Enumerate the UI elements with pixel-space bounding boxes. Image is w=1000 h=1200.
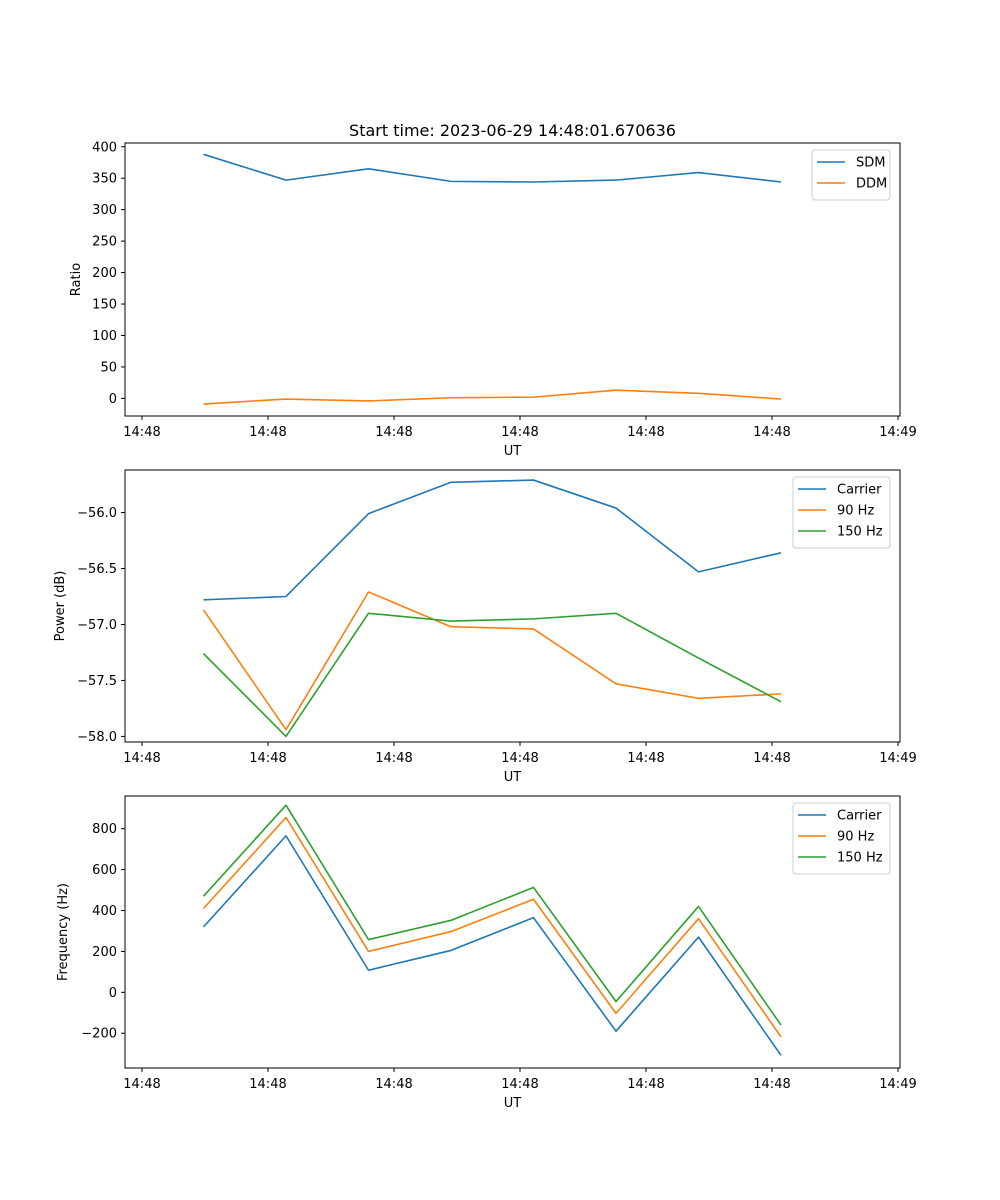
power-x-tick-label: 14:48 (375, 751, 412, 766)
power-x-tick-label: 14:48 (123, 751, 160, 766)
frequency-panel: 14:48 14:48 14:48 14:48 14:48 14:48 14:49 −200 0… (56, 795, 917, 1111)
frequency-y-axis-label: Frequency (Hz) (56, 883, 71, 981)
frequency-y-tick-label: 600 (92, 863, 117, 878)
power-x-axis-label: UT (504, 770, 522, 785)
frequency-x-tick-label: 14:48 (627, 1077, 664, 1092)
frequency-y-tick-label: 400 (92, 904, 117, 919)
frequency-y-tick-label: −200 (81, 1027, 117, 1042)
power-x-tick-label: 14:48 (501, 751, 538, 766)
ratio-series-line-sdm (203, 153, 782, 183)
ratio-panel: 14:48 14:48 14:48 14:48 14:48 14:48 14:49 0 50 10… (69, 140, 917, 459)
power-panel: 14:48 14:48 14:48 14:48 14:48 14:48 14:49 −58.0… (53, 469, 917, 785)
power-legend-label: Carrier (837, 483, 882, 498)
power-y-tick-label: −58.0 (77, 730, 117, 745)
power-y-tick-label: −57.0 (77, 618, 117, 633)
power-series-line-150-hz (202, 612, 782, 738)
frequency-x-tick-label: 14:48 (501, 1077, 538, 1092)
frequency-series-line-90-hz (202, 816, 782, 1038)
power-x-tick-label: 14:48 (753, 751, 790, 766)
ratio-y-axis-label: Ratio (69, 263, 84, 296)
frequency-legend-label: 90 Hz (837, 830, 874, 845)
frequency-legend: Carrier 90 Hz 150 Hz (792, 802, 891, 875)
frequency-y-tick-label: 200 (92, 945, 117, 960)
power-series-line-carrier (203, 479, 782, 601)
power-y-tick-label: −57.5 (77, 674, 117, 689)
frequency-x-tick-label: 14:49 (879, 1077, 916, 1092)
ratio-x-axis-label: UT (504, 444, 522, 459)
power-y-tick-label: −56.5 (77, 562, 117, 577)
power-axes-frame (124, 469, 901, 743)
ratio-legend: SDM DDM (811, 149, 891, 201)
ratio-axes-frame (124, 142, 901, 417)
power-x-tick-label: 14:48 (627, 751, 664, 766)
frequency-x-tick-label: 14:48 (249, 1077, 286, 1092)
ratio-x-tick-label: 14:48 (249, 425, 286, 440)
ratio-y-tick-label: 300 (92, 203, 117, 218)
ratio-y-tick-label: 50 (100, 360, 117, 375)
frequency-x-tick-label: 14:48 (375, 1077, 412, 1092)
frequency-legend-label: 150 Hz (837, 851, 883, 866)
power-y-tick-label: −56.0 (77, 506, 117, 521)
power-legend-label: 90 Hz (837, 504, 874, 519)
ratio-series-line-ddm (203, 389, 782, 405)
frequency-x-axis-label: UT (504, 1096, 522, 1111)
ratio-y-tick-label: 200 (92, 266, 117, 281)
ratio-y-tick-label: 100 (92, 329, 117, 344)
frequency-legend-label: Carrier (837, 809, 882, 824)
frequency-y-tick-label: 0 (109, 986, 117, 1001)
frequency-series-line-carrier (202, 835, 782, 1056)
ratio-legend-label: SDM (856, 156, 885, 171)
power-x-tick-label: 14:48 (249, 751, 286, 766)
power-legend: Carrier 90 Hz 150 Hz (792, 476, 891, 549)
ratio-x-tick-label: 14:48 (753, 425, 790, 440)
ratio-legend-label: DDM (856, 177, 887, 192)
frequency-x-tick-label: 14:48 (123, 1077, 160, 1092)
ratio-x-tick-label: 14:48 (627, 425, 664, 440)
frequency-x-tick-label: 14:48 (753, 1077, 790, 1092)
frequency-y-tick-label: 800 (92, 822, 117, 837)
ratio-y-tick-label: 250 (92, 235, 117, 250)
ratio-y-tick-label: 350 (92, 172, 117, 187)
power-y-axis-label: Power (dB) (53, 571, 68, 642)
ratio-y-tick-label: 0 (109, 392, 117, 407)
frequency-series-line-150-hz (202, 804, 782, 1026)
power-legend-label: 150 Hz (837, 525, 883, 540)
figure-title: Start time: 2023-06-29 14:48:01.670636 (349, 121, 676, 140)
power-x-tick-label: 14:49 (879, 751, 916, 766)
ratio-x-tick-label: 14:48 (375, 425, 412, 440)
ratio-y-tick-label: 400 (92, 140, 117, 155)
ratio-x-tick-label: 14:48 (123, 425, 160, 440)
ratio-x-tick-label: 14:49 (879, 425, 916, 440)
frequency-axes-frame (124, 795, 901, 1069)
ratio-x-tick-label: 14:48 (501, 425, 538, 440)
power-series-line-90-hz (202, 591, 782, 731)
ratio-y-tick-label: 150 (92, 298, 117, 313)
